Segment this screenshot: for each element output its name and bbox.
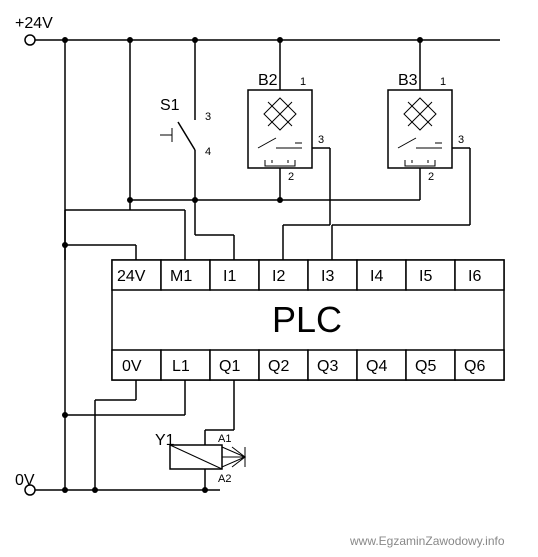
s1-pin3: 3 <box>205 111 211 123</box>
plc-out-0: 0V <box>122 358 142 375</box>
rail-pos-label: +24V <box>15 15 53 32</box>
s1-pin4: 4 <box>205 146 211 158</box>
plc-out-1: L1 <box>172 358 190 375</box>
plc-in-1: M1 <box>170 268 192 285</box>
plc-out-6: Q5 <box>415 358 436 375</box>
switch-s1: S1 3 4 <box>160 97 211 200</box>
plc-out-7: Q6 <box>464 358 485 375</box>
plc-out-4: Q3 <box>317 358 338 375</box>
plc-in-0: 24V <box>117 268 146 285</box>
plc-block: 24V M1 I1 I2 I3 I4 I5 I6 0V L1 Q1 Q2 Q3 … <box>112 260 504 380</box>
b3-pin2: 2 <box>428 171 434 183</box>
plc-in-6: I5 <box>419 268 432 285</box>
plc-out-3: Q2 <box>268 358 289 375</box>
sensor-b2: B2 1 3 2 <box>248 37 330 225</box>
plc-in-5: I4 <box>370 268 383 285</box>
y1-a2: A2 <box>218 473 231 485</box>
plc-out-5: Q4 <box>366 358 387 375</box>
valve-y1: Y1 A1 A2 <box>155 432 245 493</box>
b2-label: B2 <box>258 72 278 89</box>
y1-a1: A1 <box>218 433 231 445</box>
b3-pin3: 3 <box>458 134 464 146</box>
b2-pin2: 2 <box>288 171 294 183</box>
footer-text: www.EgzaminZawodowy.info <box>349 534 505 548</box>
plc-in-4: I3 <box>321 268 334 285</box>
sensor-b3: B3 1 3 2 <box>388 37 470 225</box>
plc-in-7: I6 <box>468 268 481 285</box>
plc-label: PLC <box>272 299 342 340</box>
plc-out-2: Q1 <box>219 358 240 375</box>
b3-label: B3 <box>398 72 418 89</box>
s1-label: S1 <box>160 97 180 114</box>
b2-pin1: 1 <box>300 76 306 88</box>
b2-pin3: 3 <box>318 134 324 146</box>
plc-in-3: I2 <box>272 268 285 285</box>
b3-pin1: 1 <box>440 76 446 88</box>
rail-neg-label: 0V <box>15 472 35 489</box>
plc-in-2: I1 <box>223 268 236 285</box>
